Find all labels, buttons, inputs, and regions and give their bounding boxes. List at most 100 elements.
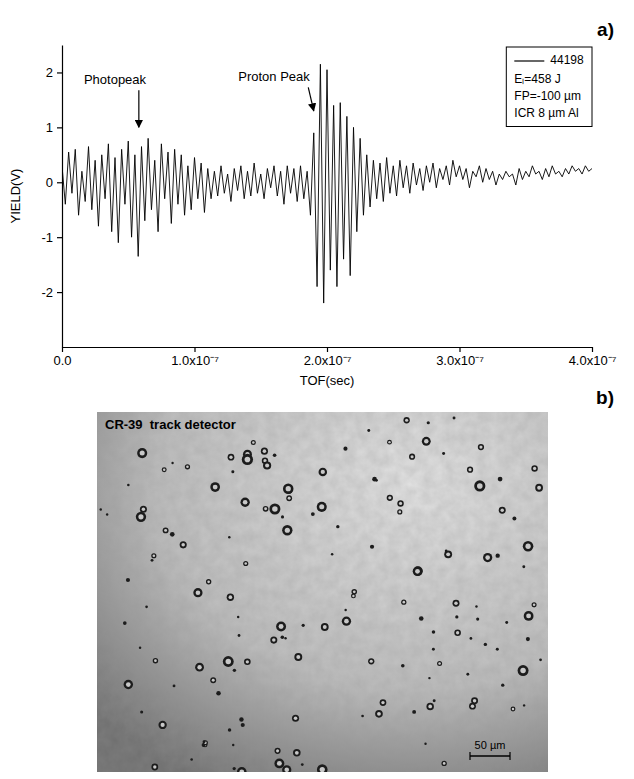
track (137, 448, 147, 458)
track-core (321, 470, 325, 474)
track (123, 621, 127, 625)
track (228, 536, 230, 538)
track (185, 464, 190, 469)
track (475, 605, 477, 607)
track (437, 661, 442, 666)
track-core (252, 441, 255, 444)
scale-bar-end (509, 752, 510, 760)
track-core (284, 767, 289, 772)
track (251, 440, 256, 445)
track-core (500, 508, 503, 511)
track (170, 532, 175, 537)
track-core (264, 507, 267, 510)
track (419, 616, 424, 621)
x-tick-mark (194, 347, 195, 352)
track-core (229, 595, 233, 599)
image-texture (97, 412, 548, 772)
track (153, 658, 158, 663)
track (453, 600, 460, 607)
track (372, 477, 377, 482)
track (409, 454, 415, 460)
track (223, 656, 234, 667)
legend-swatch (514, 60, 544, 61)
x-tick: 2.0x10⁻⁷ (304, 347, 352, 368)
track (351, 593, 356, 598)
track-core (526, 613, 531, 618)
track (422, 437, 431, 446)
track (522, 565, 525, 568)
track (151, 553, 156, 558)
track (301, 763, 304, 766)
track-core (294, 717, 298, 721)
track-core (411, 455, 414, 458)
track (367, 429, 370, 432)
track (210, 482, 220, 492)
y-axis-title: YIELD(V) (8, 169, 23, 224)
track-core (473, 699, 476, 702)
track-core (163, 468, 165, 470)
track-core (456, 631, 459, 634)
track-core (319, 504, 324, 509)
x-tick-mark (327, 347, 328, 352)
track-core (140, 451, 145, 456)
annotation-arrow (138, 90, 139, 127)
legend-note: Eₗ=458 J (514, 72, 560, 86)
track (233, 669, 236, 672)
track (240, 498, 249, 507)
track-core (296, 655, 300, 659)
track (270, 637, 277, 644)
track-core (126, 682, 131, 687)
track (432, 648, 435, 651)
track (239, 717, 243, 721)
y-tick-label: -1 (41, 230, 53, 245)
track (317, 764, 328, 772)
track (281, 635, 285, 639)
track (311, 512, 315, 516)
track (302, 624, 305, 627)
track-core (272, 506, 278, 512)
track (433, 699, 436, 702)
track-core (181, 543, 185, 547)
track-core (197, 665, 201, 669)
track (442, 452, 445, 455)
y-axis-line (62, 46, 63, 348)
track-core (428, 705, 432, 709)
y-tick: 0 (46, 175, 62, 190)
track (401, 600, 406, 605)
track-core (533, 467, 536, 470)
track-core (286, 486, 291, 491)
track (470, 637, 473, 640)
track (124, 680, 133, 689)
legend-label: 44198 (550, 53, 584, 67)
track (501, 683, 504, 686)
track (100, 508, 102, 510)
track (206, 579, 211, 584)
track-core (344, 619, 349, 624)
track (193, 588, 202, 597)
track-core (243, 500, 248, 505)
track (495, 554, 499, 558)
y-tick-label: 2 (46, 65, 53, 80)
scale-bar-label: 50 µm (475, 739, 506, 751)
track (317, 502, 327, 512)
track (368, 658, 374, 664)
track (145, 606, 148, 609)
track (136, 512, 146, 522)
track-core (471, 704, 474, 707)
track (273, 453, 277, 457)
track (283, 483, 294, 494)
track (243, 561, 248, 566)
track (344, 609, 346, 611)
track (238, 634, 241, 637)
y-tick-label: 0 (46, 175, 53, 190)
track-core (213, 485, 218, 490)
y-tick: 1 (46, 120, 62, 135)
track (523, 541, 534, 552)
track-core (454, 601, 457, 604)
track-core (226, 659, 231, 664)
panel-label: a) (597, 19, 614, 40)
track (518, 665, 529, 676)
track (286, 495, 292, 501)
track (413, 566, 423, 576)
track-core (229, 456, 232, 459)
